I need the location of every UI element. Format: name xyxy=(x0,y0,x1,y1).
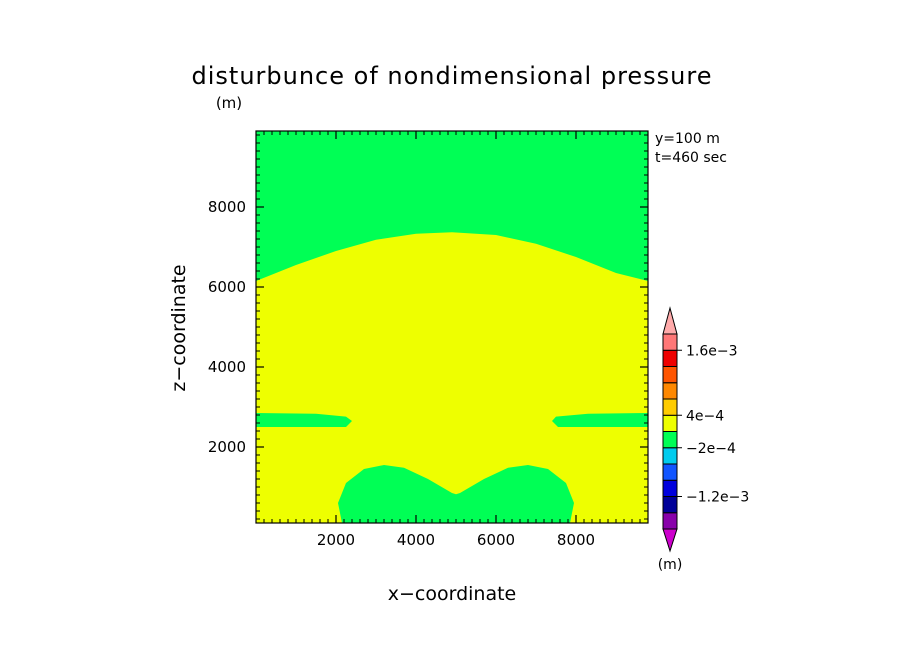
colorbar-segment xyxy=(662,398,678,416)
colorbar-segment xyxy=(662,512,678,530)
axes: 2000 4000 6000 8000 2000 4000 6000 8000 xyxy=(208,130,649,549)
colorbar: 1.6e−3 4e−4 −2e−4 −1.2e−3 (m) xyxy=(658,306,749,573)
y-axis-label: z−coordinate xyxy=(168,264,190,391)
region-upper xyxy=(256,131,648,281)
colorbar-segment xyxy=(662,431,678,449)
x-tick-label: 8000 xyxy=(557,531,595,549)
contour-regions xyxy=(256,131,648,523)
colorbar-segment xyxy=(662,366,678,384)
annotation-t: t=460 sec xyxy=(655,150,727,166)
colorbar-unit: (m) xyxy=(658,557,683,573)
y-tick-label: 8000 xyxy=(208,198,246,216)
colorbar-upper-arrow xyxy=(662,306,678,335)
colorbar-segment xyxy=(662,463,678,481)
x-tick-label: 6000 xyxy=(477,531,515,549)
colorbar-segment xyxy=(662,479,678,497)
colorbar-segment xyxy=(662,349,678,367)
colorbar-segment xyxy=(662,414,678,432)
y-tick-label: 4000 xyxy=(208,358,246,376)
colorbar-tick-label: 1.6e−3 xyxy=(686,343,738,359)
region-lower-lobes xyxy=(338,465,574,523)
x-tick-label: 2000 xyxy=(317,531,355,549)
contour-plot xyxy=(256,131,648,523)
annotation-y: y=100 m xyxy=(655,131,720,147)
colorbar-segment xyxy=(662,496,678,514)
colorbar-segment xyxy=(662,447,678,465)
colorbar-tick-label: −2e−4 xyxy=(686,441,736,457)
x-tick-label: 4000 xyxy=(397,531,435,549)
region-left-band xyxy=(256,413,352,427)
region-right-band xyxy=(552,413,648,427)
chart-title: disturbunce of nondimensional pressure xyxy=(192,62,713,90)
title-unit: (m) xyxy=(216,94,242,112)
colorbar-segment xyxy=(662,333,678,351)
x-axis-label: x−coordinate xyxy=(388,583,517,605)
colorbar-tick-label: −1.2e−3 xyxy=(686,490,749,506)
colorbar-lower-arrow xyxy=(662,528,678,553)
y-tick-label: 2000 xyxy=(208,438,246,456)
y-tick-label: 6000 xyxy=(208,278,246,296)
colorbar-tick-label: 4e−4 xyxy=(686,408,724,424)
colorbar-segment xyxy=(662,382,678,400)
